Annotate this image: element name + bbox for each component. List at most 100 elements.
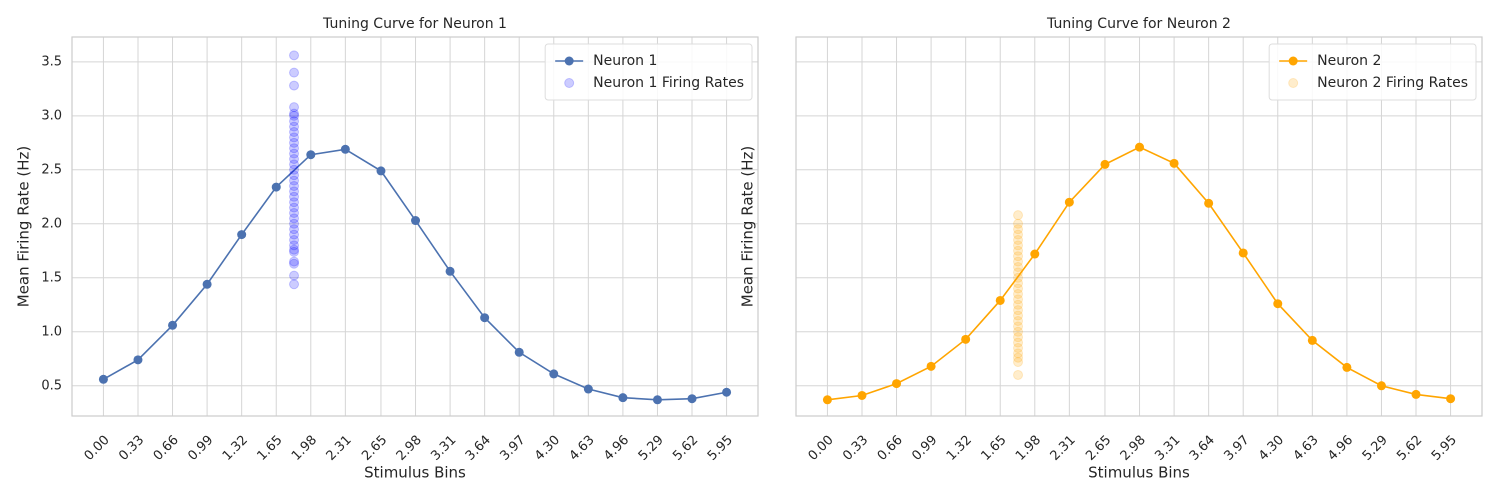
scatter-point	[1013, 357, 1024, 368]
scatter-point	[1013, 218, 1024, 229]
line-marker	[892, 379, 902, 389]
scatter-point	[1013, 315, 1024, 326]
scatter-point	[1013, 267, 1024, 278]
scatter-point	[1013, 288, 1024, 299]
scatter-point	[289, 270, 300, 281]
chart-title: Tuning Curve for Neuron 2	[1046, 16, 1231, 32]
series-line	[827, 146, 1451, 401]
scatter-point	[289, 279, 300, 290]
legend-box	[544, 43, 753, 101]
x-tick-label: 4.63	[1291, 433, 1322, 464]
x-tick-label: 1.65	[978, 433, 1009, 464]
y-tick-label: 3.0	[41, 108, 62, 123]
line-marker	[480, 313, 490, 323]
scatter-point	[289, 80, 300, 91]
x-tick-label: 2.65	[1083, 433, 1114, 464]
line-marker	[1342, 362, 1352, 372]
line-marker	[857, 390, 867, 400]
scatter-point	[1013, 251, 1024, 262]
x-tick-label: 5.62	[1394, 433, 1425, 464]
scatter-point	[289, 181, 300, 192]
line-marker	[237, 230, 247, 240]
x-tick-label: 4.96	[1325, 433, 1356, 464]
scatter-point	[1013, 272, 1024, 283]
line-marker	[1169, 158, 1179, 168]
legend-label: Neuron 2 Firing Rates	[1317, 75, 1468, 91]
legend-marker	[564, 56, 574, 66]
line-marker	[1030, 249, 1040, 259]
scatter-point	[289, 258, 300, 269]
line-marker	[1411, 389, 1421, 399]
x-axis-label: Stimulus Bins	[364, 464, 466, 482]
x-tick-label: 0.99	[909, 433, 940, 464]
x-tick-label: 0.00	[806, 433, 837, 464]
x-tick-label: 2.31	[1048, 433, 1079, 464]
line-marker	[1376, 381, 1386, 391]
x-tick-label: 2.98	[394, 433, 425, 464]
x-tick-label: 2.31	[324, 433, 355, 464]
scatter-point	[289, 197, 300, 208]
x-tick-label: 5.95	[705, 433, 736, 464]
scatter-point	[289, 132, 300, 143]
scatter-point	[289, 213, 300, 224]
line-marker	[133, 355, 143, 365]
line-marker	[202, 279, 212, 289]
scatter-point	[289, 202, 300, 213]
scatter-point	[1013, 348, 1024, 359]
scatter-point	[289, 244, 300, 255]
scatter-point	[289, 148, 300, 159]
x-tick-label: 4.30	[532, 433, 563, 464]
y-tick-label: 0.5	[41, 378, 62, 393]
scatter-point	[1013, 352, 1024, 363]
x-tick-label: 0.99	[185, 433, 216, 464]
scatter-point	[1013, 326, 1024, 337]
scatter-point	[289, 50, 300, 61]
scatter-point	[1013, 234, 1024, 245]
scatter-point	[1013, 299, 1024, 310]
scatter-point	[289, 234, 300, 245]
scatter-point	[289, 175, 300, 186]
legend-marker	[1288, 78, 1299, 88]
legend: Neuron 2 Neuron 2 Firing Rates	[1268, 43, 1477, 101]
line-marker	[1307, 335, 1317, 345]
scatter-point	[289, 67, 300, 78]
scatter-point	[1013, 256, 1024, 267]
line-marker	[995, 295, 1005, 305]
scatter-point	[1013, 278, 1024, 289]
line-marker	[1273, 299, 1283, 309]
x-tick-label: 5.29	[1360, 433, 1391, 464]
scatter-point	[1013, 369, 1024, 380]
line-marker	[618, 393, 628, 403]
line-marker	[411, 216, 421, 226]
plot-frame	[795, 36, 1483, 417]
x-tick-label: 1.32	[944, 433, 975, 464]
line-marker	[583, 384, 593, 394]
x-tick-label: 3.64	[1187, 433, 1218, 464]
scatter-point	[289, 121, 300, 132]
line-marker	[1100, 159, 1110, 169]
line-marker	[722, 387, 732, 397]
line-marker	[652, 395, 662, 405]
x-tick-label: 3.64	[463, 433, 494, 464]
scatter-point	[289, 127, 300, 138]
x-tick-label: 3.31	[1152, 433, 1183, 464]
line-marker	[168, 320, 178, 330]
x-tick-label: 5.29	[636, 433, 667, 464]
line-marker	[687, 394, 697, 404]
y-tick-label: 2.0	[41, 216, 62, 231]
y-axis-label: Mean Firing Rate (Hz)	[739, 146, 757, 308]
legend-marker	[1288, 56, 1298, 66]
x-tick-label: 2.98	[1118, 433, 1149, 464]
x-tick-label: 0.66	[875, 433, 906, 464]
series-line	[103, 148, 727, 401]
scatter-point	[1013, 294, 1024, 305]
x-tick-label: 5.62	[670, 433, 701, 464]
line-marker	[1135, 142, 1145, 152]
legend-label: Neuron 1	[593, 53, 657, 69]
scatter-point	[289, 229, 300, 240]
line-marker	[306, 150, 316, 160]
line-marker	[271, 182, 281, 192]
y-tick-label: 2.5	[41, 162, 62, 177]
